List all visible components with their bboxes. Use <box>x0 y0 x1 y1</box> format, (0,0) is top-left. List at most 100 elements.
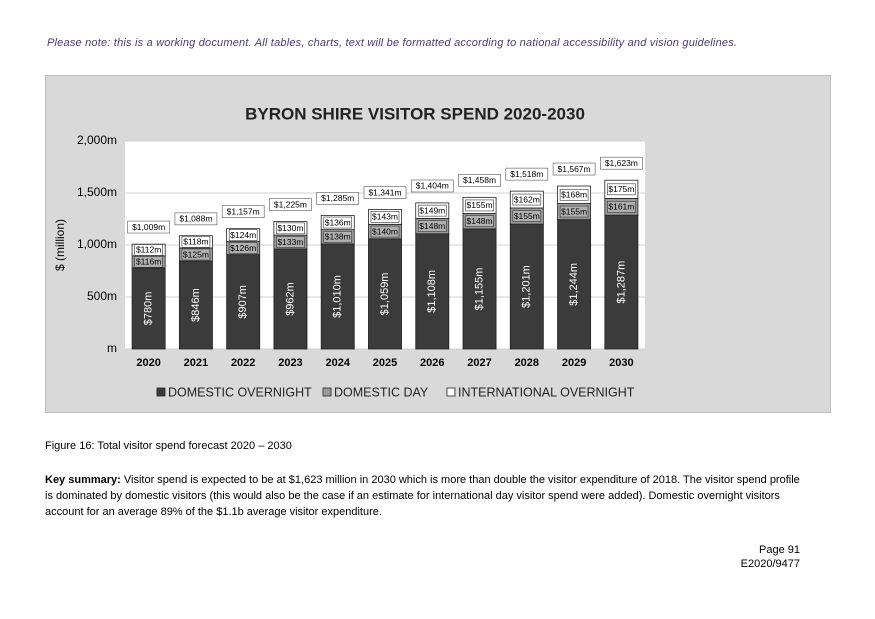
summary: Key summary: Visitor spend is expected t… <box>45 472 805 520</box>
value-label: $125m <box>183 249 209 259</box>
value-label: $846m <box>190 288 202 322</box>
total-label-box <box>458 174 501 187</box>
value-label: $148m <box>419 221 445 231</box>
value-label: $136m <box>325 217 351 227</box>
x-tick-label: 2024 <box>325 357 350 369</box>
x-tick-label: 2021 <box>184 357 208 369</box>
x-tick-label: 2027 <box>467 357 491 369</box>
value-label: $907m <box>237 285 249 319</box>
bar-segment <box>320 243 355 350</box>
total-label-box <box>600 156 643 170</box>
summary-label: Key summary: <box>45 474 121 486</box>
value-label: $149m <box>419 205 445 215</box>
value-label-box <box>512 210 542 222</box>
value-label: $140m <box>372 226 398 236</box>
bar-segment <box>131 267 166 350</box>
value-label: $1,059m <box>379 273 391 316</box>
value-label-box <box>276 236 305 248</box>
bar-segment <box>368 238 402 350</box>
y-tick-label: 2,000m <box>77 133 117 147</box>
value-label-box <box>559 205 589 218</box>
value-label: $133m <box>277 237 303 247</box>
value-label: $1,010m <box>332 275 344 318</box>
chart: BYRON SHIRE VISITOR SPEND 2020-2030 $ (m… <box>45 75 831 413</box>
value-label: $168m <box>561 190 587 200</box>
value-label: $175m <box>608 184 634 194</box>
legend-swatch <box>446 387 456 397</box>
value-label-box <box>607 183 636 196</box>
value-label-box <box>465 199 494 212</box>
bar-segment <box>415 233 450 350</box>
value-label: $1,155m <box>473 268 485 311</box>
value-label: $148m <box>467 216 493 226</box>
summary-text: Visitor spend is expected to be at $1,62… <box>45 474 800 518</box>
x-tick-label: 2022 <box>231 357 255 369</box>
value-label-box <box>417 204 447 217</box>
y-tick-label: 1,500m <box>77 185 117 199</box>
value-label-box <box>559 188 589 201</box>
value-label-box <box>417 220 447 232</box>
value-label-box <box>134 256 163 268</box>
y-axis-label: $ (million) <box>53 219 67 271</box>
x-tick-label: 2020 <box>136 357 160 369</box>
value-label-box <box>465 215 494 227</box>
total-label-box <box>269 198 312 211</box>
value-label-box <box>181 236 211 248</box>
total-label: $1,341m <box>368 187 401 197</box>
value-label-box <box>323 230 353 243</box>
bar-segment <box>509 223 544 350</box>
bar-segment <box>226 254 261 350</box>
value-label: $118m <box>183 237 208 247</box>
value-label: $124m <box>230 230 256 240</box>
value-label: $155m <box>514 211 540 221</box>
x-tick-label: 2025 <box>373 357 397 369</box>
footer: Page 91 E2020/9477 <box>741 543 800 571</box>
value-label-box <box>228 229 258 241</box>
total-label: $1,225m <box>274 199 307 209</box>
value-label: $155m <box>561 206 587 216</box>
total-label: $1,458m <box>463 175 496 185</box>
bar-segment <box>604 214 639 350</box>
legend-label: DOMESTIC OVERNIGHT <box>168 385 312 399</box>
x-tick-label: 2028 <box>515 357 539 369</box>
value-label: $962m <box>284 282 296 316</box>
x-tick-label: 2026 <box>420 357 444 369</box>
value-label-box <box>134 244 163 256</box>
total-label: $1,404m <box>416 181 449 191</box>
x-tick-label: 2023 <box>278 357 302 369</box>
value-label-box <box>512 193 542 206</box>
total-label: $1,285m <box>321 193 354 203</box>
value-label: $138m <box>325 232 351 242</box>
total-label-box <box>410 179 454 193</box>
total-label-box <box>363 186 407 199</box>
legend-label: INTERNATIONAL OVERNIGHT <box>458 385 635 399</box>
value-label: $116m <box>136 257 161 267</box>
total-label: $1,567m <box>558 164 591 174</box>
value-label-box <box>181 248 211 261</box>
value-label-box <box>276 222 305 235</box>
value-label-box <box>370 225 400 238</box>
y-tick-label: m <box>107 341 117 355</box>
value-label: $780m <box>143 292 155 326</box>
caption: Figure 16: Total visitor spend forecast … <box>45 440 292 452</box>
y-tick-label: 1,000m <box>77 237 117 251</box>
note: Please note: this is a working document.… <box>47 37 738 49</box>
bar-segment <box>178 260 213 350</box>
value-label-box <box>228 242 258 254</box>
value-label: $161m <box>608 202 634 212</box>
total-label: $1,088m <box>179 214 212 224</box>
value-label-box <box>323 216 353 229</box>
value-label: $1,108m <box>426 270 438 313</box>
value-label: $143m <box>372 212 398 222</box>
value-label: $1,287m <box>615 261 627 304</box>
value-label: $126m <box>230 243 256 253</box>
x-tick-label: 2030 <box>609 357 633 369</box>
page-number: Page 91 <box>759 544 800 556</box>
y-tick-label: 500m <box>87 289 117 303</box>
total-label: $1,623m <box>605 158 638 168</box>
total-label-box <box>316 192 360 205</box>
bar-segment <box>557 219 592 350</box>
value-label-box <box>607 200 636 213</box>
chart-title: BYRON SHIRE VISITOR SPEND 2020-2030 <box>245 104 585 123</box>
